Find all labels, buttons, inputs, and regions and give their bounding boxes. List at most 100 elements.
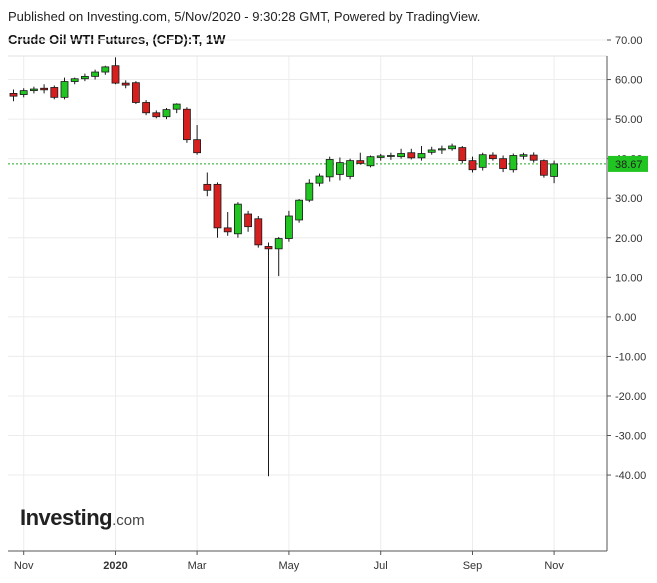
- x-tick-label: Sep: [463, 560, 483, 572]
- candle-body: [152, 112, 161, 118]
- candle-body: [172, 103, 181, 110]
- y-tick-label: 70.00: [615, 35, 643, 47]
- y-tick-label: -40.00: [615, 470, 646, 482]
- candle-up: [346, 158, 355, 180]
- y-tick-label: -30.00: [615, 431, 646, 443]
- x-tick-label: 2020: [103, 560, 127, 572]
- candle-up: [448, 143, 457, 151]
- candle-up: [305, 179, 314, 203]
- candle-down: [9, 89, 18, 102]
- candle-body: [366, 156, 375, 167]
- candle-up: [172, 103, 181, 114]
- y-tick-label: -20.00: [615, 391, 646, 403]
- candle-up: [335, 157, 344, 181]
- candle-down: [50, 85, 59, 100]
- candle-body: [499, 158, 508, 169]
- x-tick-label: Nov: [544, 560, 564, 572]
- candle-body: [70, 78, 79, 82]
- candle-down: [264, 242, 273, 477]
- y-tick-label: -10.00: [615, 351, 646, 363]
- candle-body: [60, 81, 69, 98]
- grid-layer: [8, 39, 607, 551]
- candle-down: [193, 125, 202, 155]
- candle-body: [529, 154, 538, 161]
- candle-down: [203, 172, 212, 197]
- candle-up: [274, 236, 283, 277]
- y-tick-label: 0.00: [615, 312, 636, 324]
- candle-body: [19, 90, 28, 95]
- candle-down: [540, 159, 548, 178]
- candle-down: [142, 100, 151, 116]
- candle-up: [29, 86, 38, 94]
- y-tick-label: 10.00: [615, 272, 643, 284]
- candle-body: [182, 108, 191, 141]
- candle-body: [437, 148, 446, 151]
- y-tick-label: 60.00: [615, 75, 643, 87]
- published-note: Published on Investing.com, 5/Nov/2020 -…: [8, 9, 481, 24]
- investing-logo[interactable]: Investing.com: [20, 505, 145, 531]
- candle-up: [19, 88, 28, 98]
- candle-up: [427, 146, 436, 155]
- candle-down: [213, 182, 222, 238]
- candle-body: [519, 154, 528, 157]
- candle-down: [121, 80, 130, 89]
- candle-body: [40, 87, 48, 91]
- candle-up: [70, 77, 79, 85]
- axis-layer: 70.0060.0050.0040.0030.0020.0010.000.00-…: [8, 35, 648, 572]
- candle-body: [254, 218, 263, 246]
- candle-body: [213, 183, 222, 229]
- candle-body: [386, 155, 395, 157]
- candle-down: [356, 152, 365, 165]
- candle-body: [91, 71, 99, 77]
- candle-down: [468, 156, 477, 173]
- candle-body: [81, 75, 89, 80]
- candle-up: [478, 152, 487, 171]
- candle-up: [81, 73, 89, 82]
- candle-up: [162, 108, 171, 120]
- candle-up: [519, 152, 528, 160]
- candle-body: [193, 139, 202, 154]
- candle-body: [550, 163, 558, 177]
- x-tick-label: Nov: [14, 560, 34, 572]
- candle-body: [162, 109, 171, 118]
- candle-body: [325, 159, 334, 178]
- candle-up: [325, 156, 334, 182]
- x-tick-label: May: [279, 560, 300, 572]
- candle-up: [91, 69, 99, 80]
- candle-body: [427, 149, 436, 153]
- candle-up: [550, 160, 558, 184]
- candle-body: [397, 153, 406, 158]
- candle-body: [284, 215, 293, 239]
- last-price-value: 38.67: [615, 159, 643, 171]
- y-tick-label: 30.00: [615, 193, 643, 205]
- logo-suffix: .com: [112, 512, 145, 529]
- candle-body: [295, 199, 304, 221]
- candle-body: [488, 154, 497, 160]
- candle-body: [468, 160, 477, 171]
- candle-down: [254, 215, 263, 248]
- logo-brand: Investing: [20, 505, 113, 530]
- candle-body: [244, 213, 253, 228]
- candle-layer: [9, 57, 558, 477]
- candle-down: [407, 148, 416, 160]
- candle-body: [9, 92, 18, 97]
- candle-down: [152, 110, 161, 119]
- candle-body: [305, 182, 314, 201]
- candle-down: [111, 57, 120, 85]
- y-tick-label: 20.00: [615, 233, 643, 245]
- candle-body: [29, 88, 38, 92]
- candle-body: [346, 160, 355, 177]
- candle-up: [60, 77, 69, 100]
- candle-up: [509, 153, 518, 173]
- candle-body: [101, 66, 110, 73]
- candle-body: [223, 227, 232, 233]
- candle-down: [182, 107, 191, 143]
- candle-body: [356, 160, 365, 164]
- candle-down: [488, 152, 497, 161]
- candle-down: [529, 152, 538, 163]
- candle-body: [274, 238, 283, 250]
- candle-body: [142, 102, 151, 114]
- candle-up: [284, 210, 293, 242]
- candle-down: [131, 81, 140, 105]
- candle-body: [540, 160, 548, 176]
